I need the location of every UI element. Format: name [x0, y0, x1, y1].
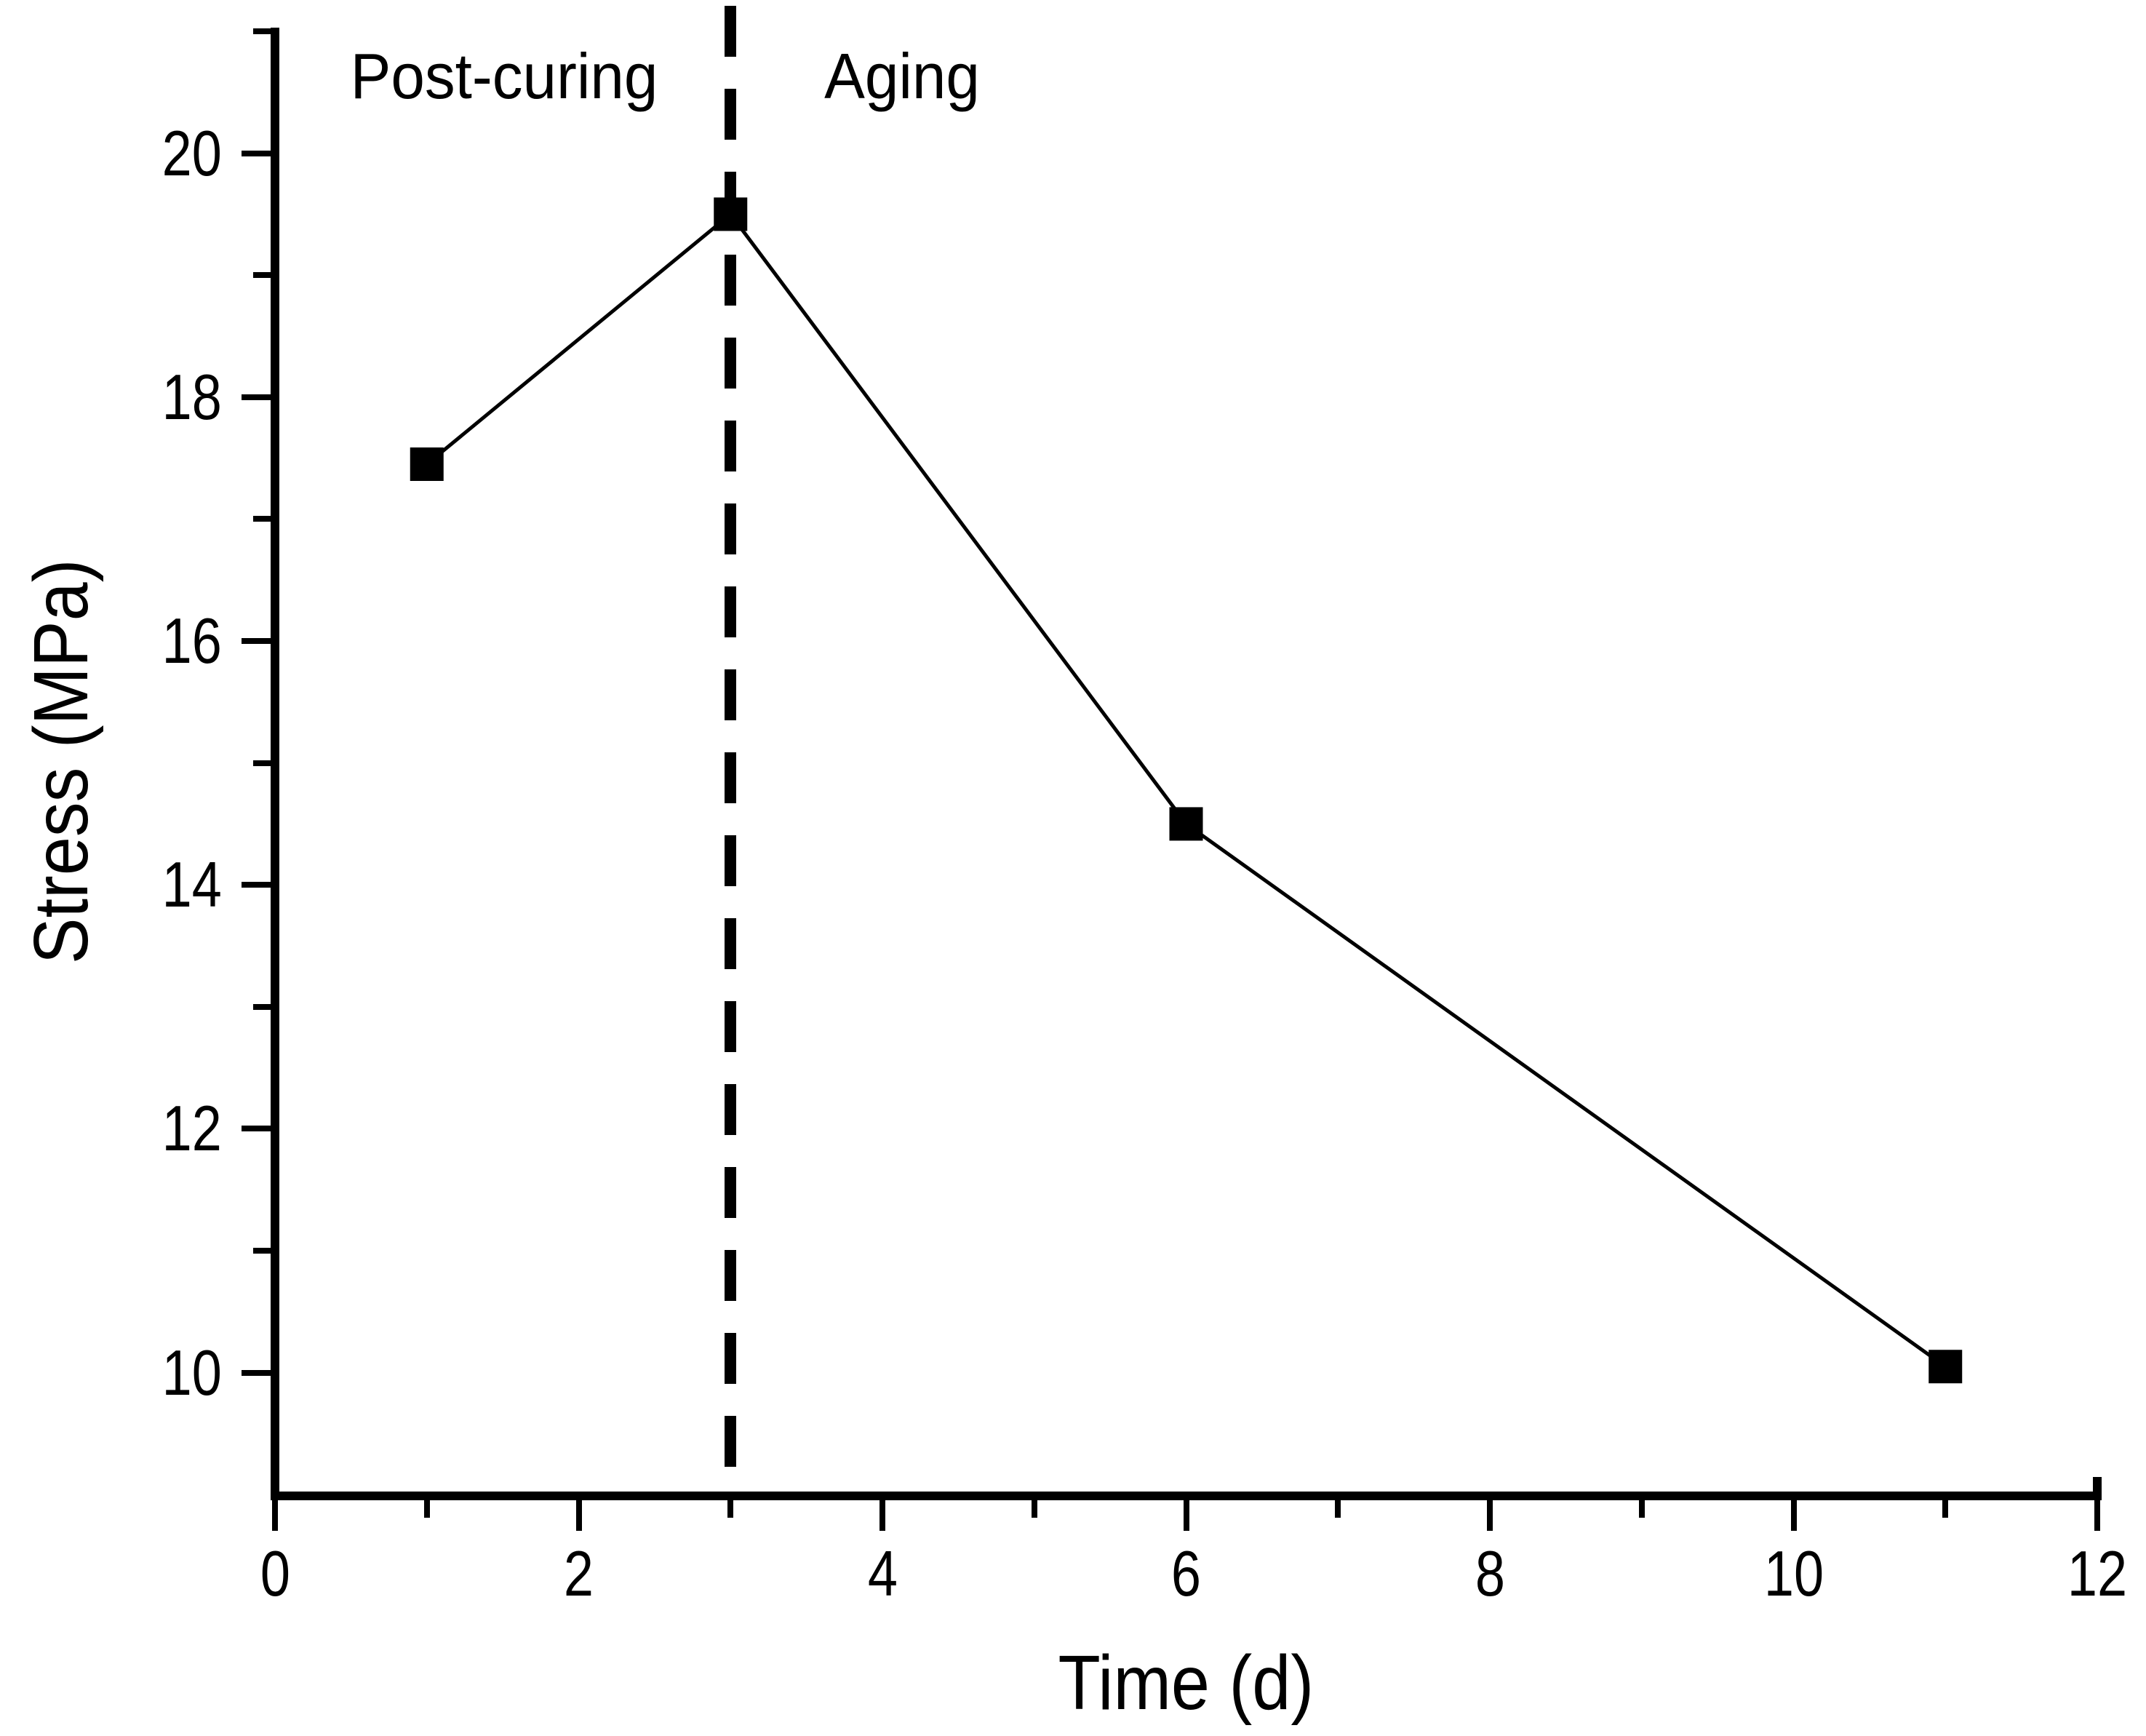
x-major-tick-8: [1487, 1500, 1493, 1531]
x-tick-label-2: 2: [470, 1534, 688, 1614]
x-axis-spine: [271, 1492, 2102, 1500]
y-tick-label-12-text: 12: [161, 1092, 222, 1165]
data-point-marker-1: [410, 447, 444, 482]
x-major-tick-12: [2094, 1500, 2100, 1531]
x-tick-label-12: 12: [1988, 1534, 2146, 1614]
y-axis-spine: [271, 28, 279, 1500]
y-tick-label-14: 14: [0, 841, 222, 928]
data-point-marker-11: [1928, 1350, 1963, 1384]
y-tick-label-16: 16: [0, 597, 222, 685]
x-tick-label-6-text: 6: [1170, 1537, 1202, 1609]
x-tick-label-8: 8: [1381, 1534, 1599, 1614]
x-axis-title: Time (d): [750, 1636, 1623, 1730]
y-tick-label-14-text: 14: [161, 848, 222, 921]
y-tick-label-10-text: 10: [161, 1336, 222, 1409]
y-major-tick-18: [242, 394, 271, 400]
y-minor-tick-19: [253, 272, 271, 279]
x-minor-tick-3: [727, 1500, 734, 1518]
data-point-marker-6: [1169, 807, 1203, 841]
region-label-aging-text: Aging: [824, 40, 981, 113]
x-minor-tick-9: [1638, 1500, 1645, 1518]
y-tick-label-20: 20: [0, 110, 222, 197]
y-minor-tick-11: [253, 1248, 271, 1254]
x-major-tick-6: [1183, 1500, 1189, 1531]
y-axis-title: Stress (MPa): [14, 252, 108, 1271]
stress-markers: [410, 197, 1963, 1384]
data-point-marker-3: [714, 197, 748, 231]
x-axis-right-end-cap: [2093, 1477, 2102, 1493]
x-tick-label-8-text: 8: [1475, 1537, 1505, 1609]
x-axis-title-text: Time (d): [1058, 1640, 1315, 1726]
y-tick-label-18: 18: [0, 354, 222, 441]
y-minor-tick-21: [253, 28, 271, 35]
x-minor-tick-1: [423, 1500, 430, 1518]
y-minor-tick-15: [253, 760, 271, 766]
x-major-tick-10: [1790, 1500, 1797, 1531]
stress-line: [426, 211, 1947, 1369]
x-tick-label-10: 10: [1685, 1534, 1903, 1614]
x-major-tick-2: [575, 1500, 582, 1531]
x-minor-tick-5: [1031, 1500, 1037, 1518]
y-major-tick-16: [242, 638, 271, 645]
y-tick-label-18-text: 18: [161, 360, 222, 433]
region-label-post-curing-text: Post-curing: [350, 40, 658, 113]
y-major-tick-14: [242, 882, 271, 888]
y-tick-label-16-text: 16: [161, 605, 222, 677]
x-tick-label-4-text: 4: [867, 1537, 898, 1609]
y-tick-label-10: 10: [0, 1329, 222, 1417]
data-series-layer: [410, 197, 1963, 1384]
phase-divider-dashed-line: [725, 6, 737, 1489]
y-minor-tick-17: [253, 516, 271, 522]
x-tick-label-4: 4: [773, 1534, 992, 1614]
y-axis-title-text: Stress (MPa): [18, 559, 104, 965]
y-minor-tick-13: [253, 1003, 271, 1010]
x-minor-tick-7: [1335, 1500, 1341, 1518]
region-label-aging: Aging: [821, 36, 984, 116]
x-tick-label-12-text: 12: [2067, 1537, 2128, 1609]
x-minor-tick-11: [1942, 1500, 1949, 1518]
x-tick-label-10-text: 10: [1763, 1537, 1824, 1609]
y-major-tick-12: [242, 1126, 271, 1132]
x-major-tick-4: [879, 1500, 885, 1531]
x-major-tick-0: [272, 1500, 278, 1531]
y-tick-label-12: 12: [0, 1085, 222, 1172]
region-label-post-curing: Post-curing: [343, 36, 666, 116]
x-tick-label-0: 0: [166, 1534, 384, 1614]
y-major-tick-10: [242, 1369, 271, 1376]
x-tick-label-0-text: 0: [260, 1537, 290, 1609]
y-major-tick-20: [242, 150, 271, 156]
y-tick-label-20-text: 20: [161, 116, 222, 189]
x-tick-label-2-text: 2: [563, 1537, 594, 1609]
x-tick-label-6: 6: [1077, 1534, 1296, 1614]
